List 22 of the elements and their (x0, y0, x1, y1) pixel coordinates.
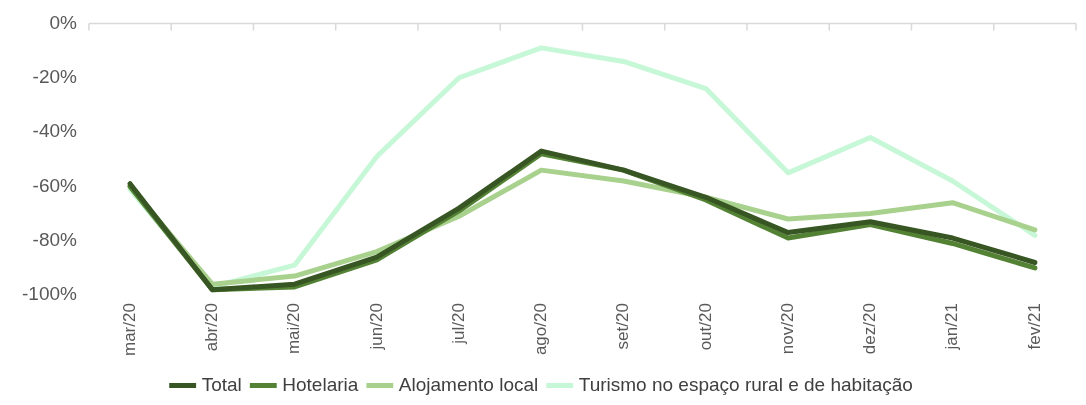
x-tick-label: ago/20 (531, 303, 551, 356)
y-tick-label: -60% (32, 174, 78, 196)
x-tick-label: nov/20 (777, 303, 797, 355)
x-tick-label: mai/20 (284, 303, 304, 355)
x-tick-label: dez/20 (860, 303, 880, 355)
x-tick-label: jan/21 (942, 303, 962, 351)
y-tick-label: -40% (32, 120, 78, 142)
x-tick-label: set/20 (613, 303, 633, 350)
x-tick-label: jul/20 (448, 303, 468, 345)
legend-label: Turismo no espaço rural e de habitação (578, 373, 913, 395)
legend-label: Alojamento local (398, 373, 539, 395)
y-tick-label: -100% (22, 283, 78, 305)
x-tick-label: mar/20 (119, 303, 139, 357)
legend-label: Total (201, 373, 242, 395)
y-tick-label: -80% (32, 228, 78, 250)
x-tick-label: out/20 (695, 303, 715, 351)
y-tick-label: -20% (32, 65, 78, 87)
x-tick-label: jun/20 (366, 303, 386, 351)
legend-label: Hotelaria (282, 373, 359, 395)
x-tick-label: fev/21 (1024, 303, 1044, 350)
y-tick-label: 0% (49, 11, 78, 33)
x-tick-label: abr/20 (201, 303, 221, 352)
